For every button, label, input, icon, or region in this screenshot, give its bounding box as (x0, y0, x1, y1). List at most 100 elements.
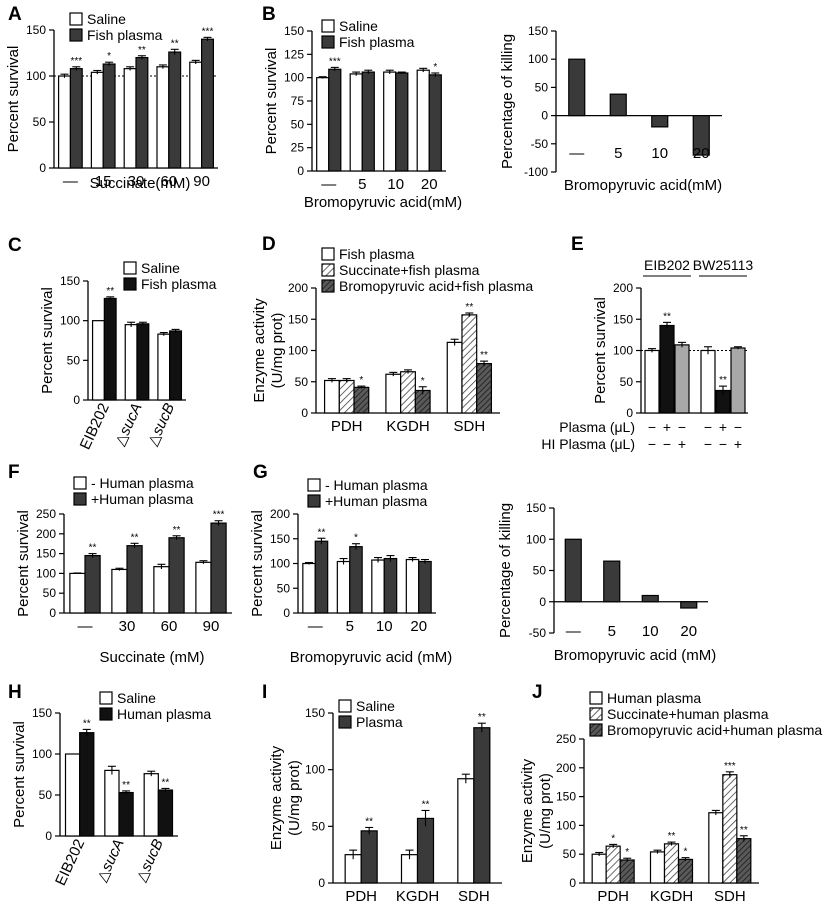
legend-label: Succinate+human plasma (607, 706, 769, 722)
legend-label: +Human plasma (91, 491, 194, 507)
y-axis-label: Percent survival (39, 287, 56, 394)
category-label: EIB202 (77, 401, 113, 453)
category-label: KGDH (396, 888, 439, 905)
y-axis-label-units: (U/mg prot) (269, 313, 286, 389)
legend-swatch (338, 699, 352, 713)
bar (674, 344, 690, 414)
y-tick-label: 150 (288, 312, 308, 326)
category-label: — (308, 618, 323, 635)
panel-letter: D (262, 234, 276, 255)
significance-label: * (354, 533, 358, 544)
bar (353, 386, 370, 414)
bar (349, 73, 363, 172)
y-tick-label: 100 (270, 557, 290, 571)
bar (338, 379, 355, 414)
significance-label: *** (329, 56, 341, 67)
y-tick-label: 100 (284, 71, 304, 85)
category-label: KGDH (386, 418, 429, 435)
x-axis-label: Succinate(mM) (90, 175, 191, 192)
bar (143, 773, 159, 837)
y-tick-label: 100 (32, 747, 52, 761)
panel-H: 0 50 100 150 Percent survival H ** EIB202 ** △suc… (8, 682, 211, 888)
y-tick-label: 50 (295, 375, 309, 389)
bar (328, 68, 342, 172)
bar (103, 297, 117, 401)
y-tick-label: 100 (288, 344, 308, 358)
bar (349, 546, 363, 614)
y-tick-label: 150 (60, 274, 80, 288)
significance-label: ** (478, 712, 486, 723)
significance-label: ** (422, 799, 430, 810)
legend-label: Plasma (356, 714, 403, 730)
legend-swatch (307, 494, 321, 508)
legend-label: Fish plasma (339, 34, 415, 50)
condition-sign: − (648, 419, 656, 435)
bar (156, 66, 170, 169)
legend-label: Fish plasma (339, 246, 415, 262)
bar (722, 774, 738, 884)
panel-letter: A (8, 4, 22, 25)
condition-sign: + (734, 436, 742, 452)
y-axis-label-units: (U/mg prot) (286, 760, 303, 836)
category-label: 20 (410, 618, 427, 635)
y-tick-label: 150 (305, 706, 325, 720)
condition-sign: + (678, 436, 686, 452)
bar (314, 540, 329, 614)
y-tick-label: 150 (613, 312, 633, 326)
y-tick-label: 150 (36, 547, 56, 561)
y-tick-label: 100 (305, 763, 325, 777)
legend-swatch (321, 263, 335, 277)
significance-label: * (421, 376, 425, 387)
category-label: 5 (608, 623, 616, 640)
legend-label: - Human plasma (325, 477, 428, 493)
legend-label: Saline (87, 11, 126, 27)
bar (416, 69, 430, 172)
panel-letter: H (8, 682, 22, 703)
panel-G2: -50 0 50 100 150 Percentage of killing — 5 10 20 B… (497, 501, 716, 664)
panel-letter: J (532, 682, 543, 703)
y-tick-label: 50 (312, 819, 326, 833)
y-tick-label: 50 (291, 117, 305, 131)
significance-label: ** (162, 777, 170, 788)
y-tick-label: 50 (533, 564, 547, 578)
panel-D: 0 50 100 150 200 Enzyme activity (U/mg prot) D *… (251, 234, 533, 435)
x-axis-label: Bromopyruvic acid(mM) (564, 177, 722, 194)
significance-label: * (684, 847, 688, 858)
bar (336, 560, 351, 614)
bar (700, 349, 716, 414)
y-tick-label: 50 (535, 80, 549, 94)
bar (641, 594, 659, 603)
panel-letter: C (8, 235, 22, 256)
y-tick-label: 150 (270, 532, 290, 546)
legend-swatch (321, 19, 335, 33)
bar (84, 554, 101, 614)
y-tick-label: 0 (283, 606, 290, 620)
y-tick-label: 100 (60, 314, 80, 328)
x-axis-label: Succinate (mM) (99, 649, 204, 666)
significance-label: ** (122, 780, 130, 791)
bar (316, 77, 330, 172)
condition-sign: − (704, 419, 712, 435)
significance-label: ** (138, 45, 146, 56)
condition-sign: − (648, 436, 656, 452)
significance-label: *** (202, 26, 214, 37)
significance-label: ** (668, 831, 676, 842)
bar (371, 559, 385, 614)
category-label: — (569, 145, 584, 162)
bar (730, 347, 746, 414)
legend-swatch (321, 35, 335, 49)
legend-swatch (307, 478, 321, 492)
significance-label: ** (663, 311, 671, 322)
legend-swatch (321, 279, 335, 293)
condition-sign: − (663, 436, 671, 452)
panel-letter: F (8, 462, 20, 483)
group-title: EIB202 (644, 257, 690, 273)
bar (400, 371, 416, 414)
y-tick-label: 50 (277, 581, 291, 595)
legend-label: Human plasma (607, 690, 701, 706)
y-tick-label: 150 (284, 24, 304, 38)
condition-row-label: HI Plasma (μL) (541, 436, 635, 452)
bar (568, 58, 586, 117)
y-axis-label: Percentage of killing (497, 503, 514, 638)
